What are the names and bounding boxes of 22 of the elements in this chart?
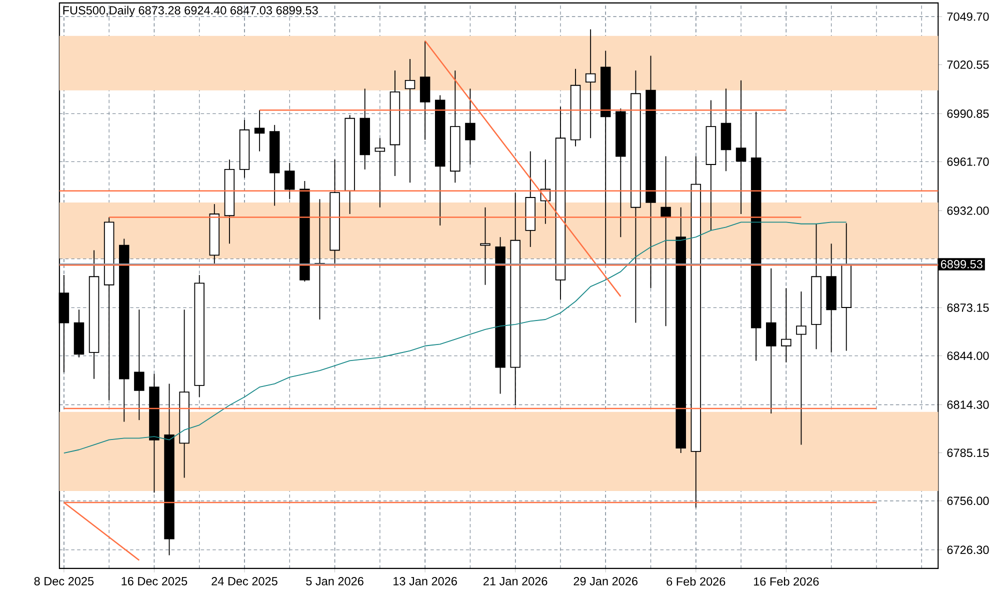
x-tick-label: 16 Dec 2025	[122, 576, 188, 586]
y-tick-label: 6756.00	[947, 496, 989, 506]
y-tick-label: 7020.55	[947, 60, 989, 69]
x-tick-label: 8 Dec 2025	[34, 576, 94, 586]
y-tick-label: 6932.00	[947, 206, 989, 215]
x-tick-label: 21 Jan 2026	[484, 576, 548, 586]
y-tick-label: 6873.15	[947, 304, 989, 312]
y-tick-label: 6844.00	[947, 352, 989, 360]
y-tick-label: 6785.15	[947, 448, 989, 457]
y-tick-label: 6726.30	[947, 546, 989, 554]
x-tick-label: 24 Dec 2025	[212, 576, 278, 586]
ref-line-label: 6899.53	[940, 260, 982, 268]
x-tick-label: 16 Feb 2026	[754, 576, 819, 586]
y-tick-label: 6814.30	[947, 400, 989, 409]
y-tick-label: 7049.70	[947, 12, 989, 21]
chart-title: FUS500,Daily 6873.28 6924.40 6847.03 6899.53	[63, 6, 318, 17]
x-tick-label: 5 Jan 2026	[306, 576, 364, 586]
y-tick-label: 6990.85	[947, 109, 989, 118]
x-tick-label: 13 Jan 2026	[394, 576, 457, 586]
x-tick-label: 6 Feb 2026	[666, 576, 726, 586]
x-tick-label: 29 Jan 2026	[574, 576, 638, 586]
y-tick-label: 6961.70	[947, 158, 989, 166]
